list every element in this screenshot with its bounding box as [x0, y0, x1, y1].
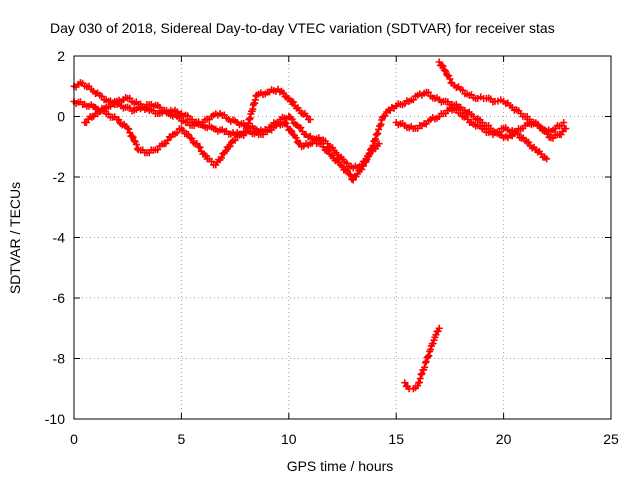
- x-tick-label: 20: [496, 431, 512, 447]
- y-tick-label: 0: [57, 109, 65, 125]
- x-tick-labels: 0 5 10 15 20 25: [70, 431, 619, 447]
- y-tick-labels: 2 0 -2 -4 -6 -8 -10: [45, 48, 65, 427]
- y-axis-label: SDTVAR / TECUs: [7, 182, 23, 294]
- x-tick-label: 25: [603, 431, 619, 447]
- series-markers-5: [435, 58, 568, 136]
- data-points: [70, 58, 570, 393]
- x-tick-label: 5: [178, 431, 186, 447]
- y-tick-label: -4: [53, 230, 66, 246]
- y-tick-label: 2: [57, 48, 65, 64]
- y-tick-label: -8: [53, 351, 66, 367]
- series-markers-4: [392, 103, 570, 142]
- y-tick-label: -6: [53, 290, 66, 306]
- series-markers-3: [81, 85, 314, 139]
- x-tick-label: 15: [388, 431, 404, 447]
- series-markers-7: [401, 324, 443, 393]
- series-markers-6: [446, 103, 551, 163]
- y-tick-label: -2: [53, 169, 66, 185]
- x-tick-label: 10: [281, 431, 297, 447]
- x-axis-label: GPS time / hours: [287, 458, 394, 474]
- y-tick-label: -10: [45, 411, 65, 427]
- x-tick-label: 0: [70, 431, 78, 447]
- chart-title: Day 030 of 2018, Sidereal Day-to-day VTE…: [50, 20, 555, 36]
- plot-frame: [73, 55, 612, 420]
